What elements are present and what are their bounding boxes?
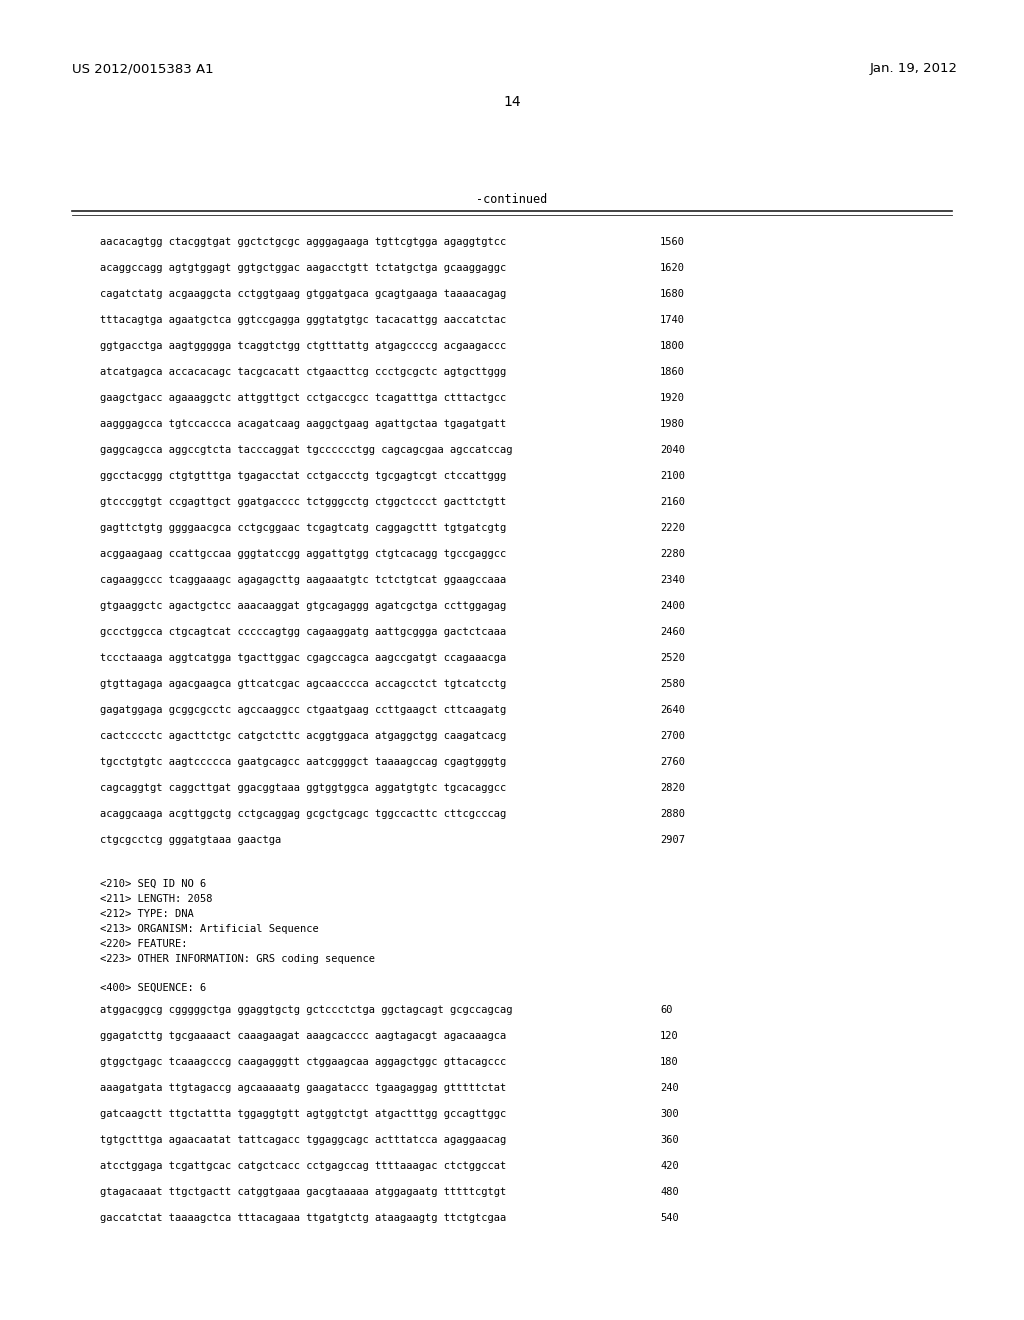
Text: 2040: 2040 [660,445,685,455]
Text: gatcaagctt ttgctattta tggaggtgtt agtggtctgt atgactttgg gccagttggc: gatcaagctt ttgctattta tggaggtgtt agtggtc… [100,1109,506,1119]
Text: 1860: 1860 [660,367,685,378]
Text: 1920: 1920 [660,393,685,403]
Text: 1620: 1620 [660,263,685,273]
Text: 2220: 2220 [660,523,685,533]
Text: 2880: 2880 [660,809,685,818]
Text: aaagatgata ttgtagaccg agcaaaaatg gaagataccc tgaagaggag gtttttctat: aaagatgata ttgtagaccg agcaaaaatg gaagata… [100,1082,506,1093]
Text: 1740: 1740 [660,315,685,325]
Text: gagttctgtg ggggaacgca cctgcggaac tcgagtcatg caggagcttt tgtgatcgtg: gagttctgtg ggggaacgca cctgcggaac tcgagtc… [100,523,506,533]
Text: 420: 420 [660,1162,679,1171]
Text: tttacagtga agaatgctca ggtccgagga gggtatgtgc tacacattgg aaccatctac: tttacagtga agaatgctca ggtccgagga gggtatg… [100,315,506,325]
Text: tccctaaaga aggtcatgga tgacttggac cgagccagca aagccgatgt ccagaaacga: tccctaaaga aggtcatgga tgacttggac cgagcca… [100,653,506,663]
Text: acaggcaaga acgttggctg cctgcaggag gcgctgcagc tggccacttc cttcgcccag: acaggcaaga acgttggctg cctgcaggag gcgctgc… [100,809,506,818]
Text: gtcccggtgt ccgagttgct ggatgacccc tctgggcctg ctggctccct gacttctgtt: gtcccggtgt ccgagttgct ggatgacccc tctgggc… [100,498,506,507]
Text: 1980: 1980 [660,418,685,429]
Text: acggaagaag ccattgccaa gggtatccgg aggattgtgg ctgtcacagg tgccgaggcc: acggaagaag ccattgccaa gggtatccgg aggattg… [100,549,506,558]
Text: 360: 360 [660,1135,679,1144]
Text: gccctggcca ctgcagtcat cccccagtgg cagaaggatg aattgcggga gactctcaaa: gccctggcca ctgcagtcat cccccagtgg cagaagg… [100,627,506,638]
Text: <220> FEATURE:: <220> FEATURE: [100,939,187,949]
Text: gaagctgacc agaaaggctc attggttgct cctgaccgcc tcagatttga ctttactgcc: gaagctgacc agaaaggctc attggttgct cctgacc… [100,393,506,403]
Text: gaggcagcca aggccgtcta tacccaggat tgcccccctgg cagcagcgaa agccatccag: gaggcagcca aggccgtcta tacccaggat tgccccc… [100,445,512,455]
Text: 180: 180 [660,1057,679,1067]
Text: 2280: 2280 [660,549,685,558]
Text: 2100: 2100 [660,471,685,480]
Text: cagatctatg acgaaggcta cctggtgaag gtggatgaca gcagtgaaga taaaacagag: cagatctatg acgaaggcta cctggtgaag gtggatg… [100,289,506,300]
Text: cactcccctc agacttctgc catgctcttc acggtggaca atgaggctgg caagatcacg: cactcccctc agacttctgc catgctcttc acggtgg… [100,731,506,741]
Text: <213> ORGANISM: Artificial Sequence: <213> ORGANISM: Artificial Sequence [100,924,318,935]
Text: aagggagcca tgtccaccca acagatcaag aaggctgaag agattgctaa tgagatgatt: aagggagcca tgtccaccca acagatcaag aaggctg… [100,418,506,429]
Text: gagatggaga gcggcgcctc agccaaggcc ctgaatgaag ccttgaagct cttcaagatg: gagatggaga gcggcgcctc agccaaggcc ctgaatg… [100,705,506,715]
Text: atcatgagca accacacagc tacgcacatt ctgaacttcg ccctgcgctc agtgcttggg: atcatgagca accacacagc tacgcacatt ctgaact… [100,367,506,378]
Text: atggacggcg cgggggctga ggaggtgctg gctccctctga ggctagcagt gcgccagcag: atggacggcg cgggggctga ggaggtgctg gctccct… [100,1005,512,1015]
Text: 480: 480 [660,1187,679,1197]
Text: ctgcgcctcg gggatgtaaa gaactga: ctgcgcctcg gggatgtaaa gaactga [100,836,282,845]
Text: 2907: 2907 [660,836,685,845]
Text: 1560: 1560 [660,238,685,247]
Text: 2760: 2760 [660,756,685,767]
Text: gtgaaggctc agactgctcc aaacaaggat gtgcagaggg agatcgctga ccttggagag: gtgaaggctc agactgctcc aaacaaggat gtgcaga… [100,601,506,611]
Text: 2160: 2160 [660,498,685,507]
Text: 2460: 2460 [660,627,685,638]
Text: 240: 240 [660,1082,679,1093]
Text: 540: 540 [660,1213,679,1224]
Text: Jan. 19, 2012: Jan. 19, 2012 [870,62,958,75]
Text: gtggctgagc tcaaagcccg caagagggtt ctggaagcaa aggagctggc gttacagccc: gtggctgagc tcaaagcccg caagagggtt ctggaag… [100,1057,506,1067]
Text: 2700: 2700 [660,731,685,741]
Text: ggtgacctga aagtggggga tcaggtctgg ctgtttattg atgagccccg acgaagaccc: ggtgacctga aagtggggga tcaggtctgg ctgttta… [100,341,506,351]
Text: <223> OTHER INFORMATION: GRS coding sequence: <223> OTHER INFORMATION: GRS coding sequ… [100,954,375,964]
Text: 2640: 2640 [660,705,685,715]
Text: 2340: 2340 [660,576,685,585]
Text: 120: 120 [660,1031,679,1041]
Text: <211> LENGTH: 2058: <211> LENGTH: 2058 [100,894,213,904]
Text: ggagatcttg tgcgaaaact caaagaagat aaagcacccc aagtagacgt agacaaagca: ggagatcttg tgcgaaaact caaagaagat aaagcac… [100,1031,506,1041]
Text: <210> SEQ ID NO 6: <210> SEQ ID NO 6 [100,879,206,888]
Text: cagaaggccc tcaggaaagc agagagcttg aagaaatgtc tctctgtcat ggaagccaaa: cagaaggccc tcaggaaagc agagagcttg aagaaat… [100,576,506,585]
Text: 2400: 2400 [660,601,685,611]
Text: atcctggaga tcgattgcac catgctcacc cctgagccag ttttaaagac ctctggccat: atcctggaga tcgattgcac catgctcacc cctgagc… [100,1162,506,1171]
Text: gtagacaaat ttgctgactt catggtgaaa gacgtaaaaa atggagaatg tttttcgtgt: gtagacaaat ttgctgactt catggtgaaa gacgtaa… [100,1187,506,1197]
Text: 2820: 2820 [660,783,685,793]
Text: gaccatctat taaaagctca tttacagaaa ttgatgtctg ataagaagtg ttctgtcgaa: gaccatctat taaaagctca tttacagaaa ttgatgt… [100,1213,506,1224]
Text: <212> TYPE: DNA: <212> TYPE: DNA [100,909,194,919]
Text: 1680: 1680 [660,289,685,300]
Text: aacacagtgg ctacggtgat ggctctgcgc agggagaaga tgttcgtgga agaggtgtcc: aacacagtgg ctacggtgat ggctctgcgc agggaga… [100,238,506,247]
Text: 2520: 2520 [660,653,685,663]
Text: gtgttagaga agacgaagca gttcatcgac agcaacccca accagcctct tgtcatcctg: gtgttagaga agacgaagca gttcatcgac agcaacc… [100,678,506,689]
Text: 2580: 2580 [660,678,685,689]
Text: 14: 14 [503,95,521,110]
Text: 1800: 1800 [660,341,685,351]
Text: acaggccagg agtgtggagt ggtgctggac aagacctgtt tctatgctga gcaaggaggc: acaggccagg agtgtggagt ggtgctggac aagacct… [100,263,506,273]
Text: 300: 300 [660,1109,679,1119]
Text: US 2012/0015383 A1: US 2012/0015383 A1 [72,62,214,75]
Text: -continued: -continued [476,193,548,206]
Text: tgcctgtgtc aagtccccca gaatgcagcc aatcggggct taaaagccag cgagtgggtg: tgcctgtgtc aagtccccca gaatgcagcc aatcggg… [100,756,506,767]
Text: cagcaggtgt caggcttgat ggacggtaaa ggtggtggca aggatgtgtc tgcacaggcc: cagcaggtgt caggcttgat ggacggtaaa ggtggtg… [100,783,506,793]
Text: <400> SEQUENCE: 6: <400> SEQUENCE: 6 [100,983,206,993]
Text: tgtgctttga agaacaatat tattcagacc tggaggcagc actttatcca agaggaacag: tgtgctttga agaacaatat tattcagacc tggaggc… [100,1135,506,1144]
Text: ggcctacggg ctgtgtttga tgagacctat cctgaccctg tgcgagtcgt ctccattggg: ggcctacggg ctgtgtttga tgagacctat cctgacc… [100,471,506,480]
Text: 60: 60 [660,1005,673,1015]
